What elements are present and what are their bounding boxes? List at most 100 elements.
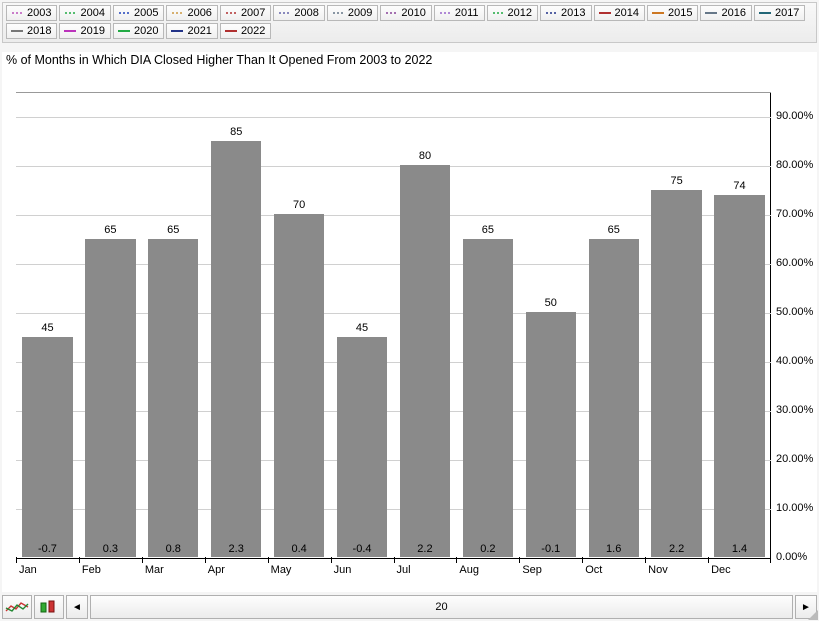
bar-sub-label: -0.1	[541, 543, 560, 555]
legend-item-label: 2012	[508, 7, 532, 19]
legend-series-marker-icon	[277, 8, 291, 18]
legend-item-label: 2018	[27, 25, 51, 37]
legend-item-label: 2016	[721, 7, 745, 19]
legend-series-marker-icon	[704, 8, 718, 18]
x-tick-label: May	[271, 564, 292, 576]
x-tick-label: Dec	[711, 564, 731, 576]
legend-item-2005[interactable]: 2005	[113, 5, 164, 21]
legend-item-2010[interactable]: 2010	[380, 5, 431, 21]
legend-item-label: 2019	[80, 25, 104, 37]
legend-series-marker-icon	[758, 8, 772, 18]
x-tick-label: Jul	[397, 564, 411, 576]
x-tick-label: Apr	[208, 564, 225, 576]
gridline	[16, 166, 771, 167]
legend-item-label: 2004	[80, 7, 104, 19]
legend-series-marker-icon	[331, 8, 345, 18]
legend-series-marker-icon	[63, 8, 77, 18]
bar-sub-label: 0.8	[166, 543, 181, 555]
legend-item-2004[interactable]: 2004	[59, 5, 110, 21]
legend-item-label: 2011	[455, 7, 479, 19]
gridline	[16, 117, 771, 118]
bar-value-label: 65	[482, 224, 494, 236]
x-tick-label: Feb	[82, 564, 101, 576]
bar-sub-label: 0.3	[103, 543, 118, 555]
y-tick-label: 70.00%	[776, 208, 813, 220]
bar-sub-label: 2.2	[669, 543, 684, 555]
bar-feb	[85, 239, 135, 557]
legend-item-2015[interactable]: 2015	[647, 5, 698, 21]
legend-item-2009[interactable]: 2009	[327, 5, 378, 21]
y-tick-label: 20.00%	[776, 453, 813, 465]
legend-item-2003[interactable]: 2003	[6, 5, 57, 21]
x-tick	[456, 557, 457, 563]
legend-series-marker-icon	[598, 8, 612, 18]
period-slider[interactable]: 20	[90, 595, 793, 619]
legend-item-label: 2007	[241, 7, 265, 19]
legend-series-marker-icon	[438, 8, 452, 18]
bar-sub-label: -0.4	[353, 543, 372, 555]
left-arrow-icon: ◄	[72, 602, 82, 613]
y-tick-label: 0.00%	[776, 551, 807, 563]
bar-sub-label: 0.4	[291, 543, 306, 555]
chart-type-candle-button[interactable]	[34, 595, 64, 619]
bar-value-label: 65	[608, 224, 620, 236]
y-tick-label: 30.00%	[776, 404, 813, 416]
bar-value-label: 45	[41, 322, 53, 334]
legend-series-marker-icon	[10, 8, 24, 18]
bar-may	[274, 214, 324, 557]
x-tick	[79, 557, 80, 563]
scroll-left-button[interactable]: ◄	[66, 595, 88, 619]
x-tick	[519, 557, 520, 563]
bar-value-label: 65	[104, 224, 116, 236]
x-tick-label: Mar	[145, 564, 164, 576]
legend-series-marker-icon	[491, 8, 505, 18]
y-tick-label: 50.00%	[776, 306, 813, 318]
multiline-icon	[5, 600, 29, 614]
legend-item-2017[interactable]: 2017	[754, 5, 805, 21]
legend-item-2006[interactable]: 2006	[166, 5, 217, 21]
legend-item-2020[interactable]: 2020	[113, 23, 164, 39]
legend-item-label: 2008	[294, 7, 318, 19]
legend-item-2007[interactable]: 2007	[220, 5, 271, 21]
plot-region: 45-0.7650.3650.8852.3700.445-0.4802.2650…	[16, 92, 771, 557]
bar-sub-label: 2.3	[229, 543, 244, 555]
x-axis: JanFebMarAprMayJunJulAugSepOctNovDec	[16, 557, 771, 577]
x-tick	[268, 557, 269, 563]
x-tick-label: Oct	[585, 564, 602, 576]
legend-item-label: 2021	[187, 25, 211, 37]
legend-item-2014[interactable]: 2014	[594, 5, 645, 21]
legend-item-2008[interactable]: 2008	[273, 5, 324, 21]
x-tick	[331, 557, 332, 563]
legend-item-2012[interactable]: 2012	[487, 5, 538, 21]
legend-item-2018[interactable]: 2018	[6, 23, 57, 39]
legend-item-2019[interactable]: 2019	[59, 23, 110, 39]
legend-item-2021[interactable]: 2021	[166, 23, 217, 39]
y-tick-label: 90.00%	[776, 110, 813, 122]
bar-sep	[526, 312, 576, 557]
legend-item-label: 2014	[615, 7, 639, 19]
chart-area: % of Months in Which DIA Closed Higher T…	[2, 52, 817, 592]
legend-series-marker-icon	[170, 8, 184, 18]
x-tick	[708, 557, 709, 563]
legend-item-2011[interactable]: 2011	[434, 5, 485, 21]
legend-series-marker-icon	[10, 26, 24, 36]
x-tick-label: Aug	[459, 564, 479, 576]
x-tick-label: Jun	[334, 564, 352, 576]
y-axis-line	[770, 93, 771, 557]
x-tick	[645, 557, 646, 563]
y-tick-label: 40.00%	[776, 355, 813, 367]
bar-value-label: 50	[545, 297, 557, 309]
legend-item-label: 2020	[134, 25, 158, 37]
x-tick-label: Sep	[522, 564, 542, 576]
legend-series-marker-icon	[224, 8, 238, 18]
bar-mar	[148, 239, 198, 557]
legend-series-marker-icon	[170, 26, 184, 36]
legend-item-2016[interactable]: 2016	[700, 5, 751, 21]
legend-item-label: 2003	[27, 7, 51, 19]
legend-item-2022[interactable]: 2022	[220, 23, 271, 39]
chart-type-line-button[interactable]	[2, 595, 32, 619]
bar-jul	[400, 165, 450, 557]
legend-item-label: 2005	[134, 7, 158, 19]
bar-jan	[22, 337, 72, 557]
legend-item-2013[interactable]: 2013	[540, 5, 591, 21]
